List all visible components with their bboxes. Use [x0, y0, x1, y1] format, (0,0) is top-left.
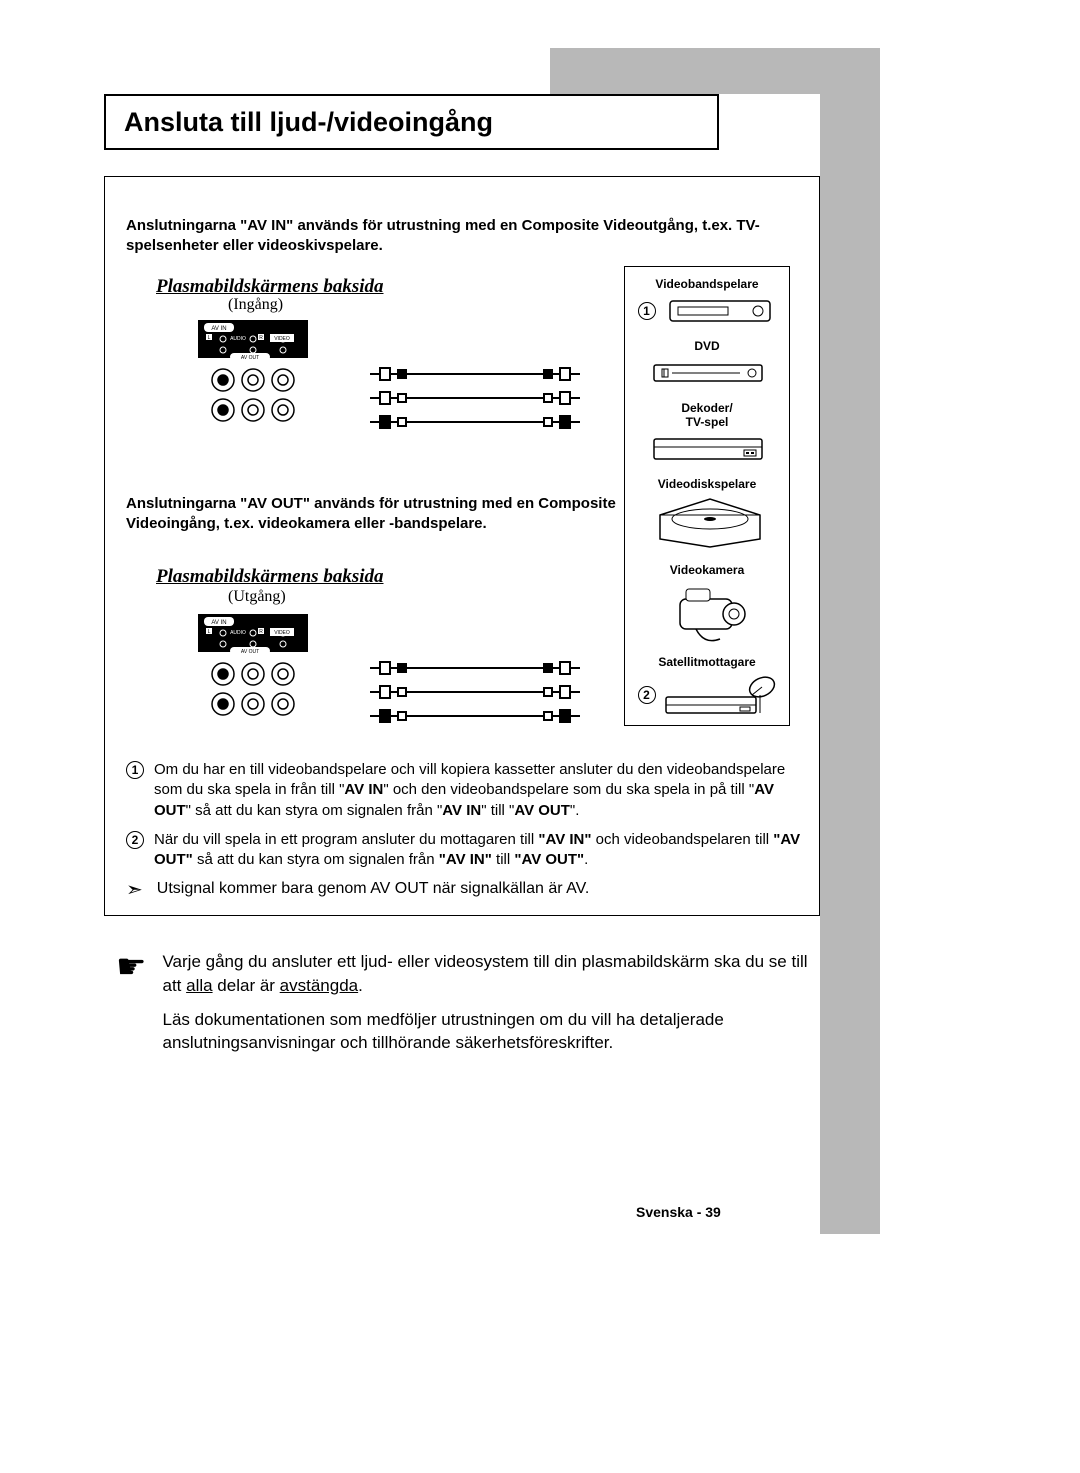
circled-2-icon: 2 [638, 686, 656, 704]
gray-bar-top [550, 48, 880, 94]
page-title: Ansluta till ljud-/videoingång [124, 107, 493, 138]
gray-fill-right [820, 94, 880, 1234]
svg-text:L: L [208, 629, 211, 635]
section2-label: (Utgång) [228, 588, 286, 606]
title-box: Ansluta till ljud-/videoingång [104, 94, 719, 150]
videodisc-icon [650, 495, 765, 551]
note-arrow-text: Utsignal kommer bara genom AV OUT när si… [157, 880, 590, 898]
hand-note-body: Varje gång du ansluter ett ljud- eller v… [162, 950, 816, 1055]
cables-output [370, 656, 580, 736]
vcr-icon [662, 295, 777, 327]
satellite-icon [662, 673, 777, 717]
device-dvd-label: DVD [694, 339, 719, 353]
section2-heading: Plasmabildskärmens baksida [156, 566, 384, 588]
av-panel-output: AV IN L AUDIO R VIDEO AV OUT [198, 614, 308, 724]
note-1-text: Om du har en till videobandspelare och v… [154, 760, 806, 821]
circled-1-icon: 1 [638, 302, 656, 320]
camcorder-icon [650, 581, 765, 643]
svg-text:R: R [259, 335, 263, 341]
note-arrow: ➣ Utsignal kommer bara genom AV OUT när … [126, 880, 806, 900]
svg-text:AUDIO: AUDIO [230, 336, 246, 342]
device-decoder-label: Dekoder/ TV-spel [681, 401, 732, 429]
svg-text:AV OUT: AV OUT [241, 355, 259, 361]
device-vcr-label: Videobandspelare [655, 277, 758, 291]
page-footer: Svenska - 39 [636, 1204, 721, 1220]
device-satellite-label: Satellitmottagare [658, 655, 755, 669]
section1-label: (Ingång) [228, 296, 283, 314]
svg-text:R: R [259, 629, 263, 635]
av-panel-input: AV IN L AUDIO R VIDEO AV OUT [198, 320, 308, 430]
cables-input [370, 362, 580, 442]
arrow-icon: ➣ [126, 880, 143, 900]
note-2: 2 När du vill spela in ett program anslu… [126, 830, 806, 871]
device-videodisc-label: Videodiskspelare [658, 477, 757, 491]
svg-text:AV IN: AV IN [211, 620, 226, 626]
svg-text:L: L [208, 335, 211, 341]
hand-icon: ☛ [116, 950, 146, 1055]
decoder-icon [650, 433, 765, 465]
circled-1-icon: 1 [126, 761, 144, 779]
circled-2-icon: 2 [126, 831, 144, 849]
device-camcorder-label: Videokamera [670, 563, 745, 577]
devices-list: Videobandspelare 1 DVD Dekoder/ TV-spel [624, 266, 790, 726]
hand-note: ☛ Varje gång du ansluter ett ljud- eller… [116, 950, 816, 1055]
svg-text:VIDEO: VIDEO [274, 336, 290, 342]
svg-text:VIDEO: VIDEO [274, 630, 290, 636]
av-in-label: AV IN [211, 326, 226, 332]
svg-text:AUDIO: AUDIO [230, 630, 246, 636]
section1-heading: Plasmabildskärmens baksida [156, 276, 384, 298]
intro-av-out: Anslutningarna "AV OUT" används för utru… [126, 494, 626, 535]
intro-av-in: Anslutningarna "AV IN" används för utrus… [126, 216, 786, 257]
note-2-text: När du vill spela in ett program anslute… [154, 830, 806, 871]
dvd-icon [650, 357, 765, 389]
svg-text:AV OUT: AV OUT [241, 649, 259, 655]
note-1: 1 Om du har en till videobandspelare och… [126, 760, 806, 821]
